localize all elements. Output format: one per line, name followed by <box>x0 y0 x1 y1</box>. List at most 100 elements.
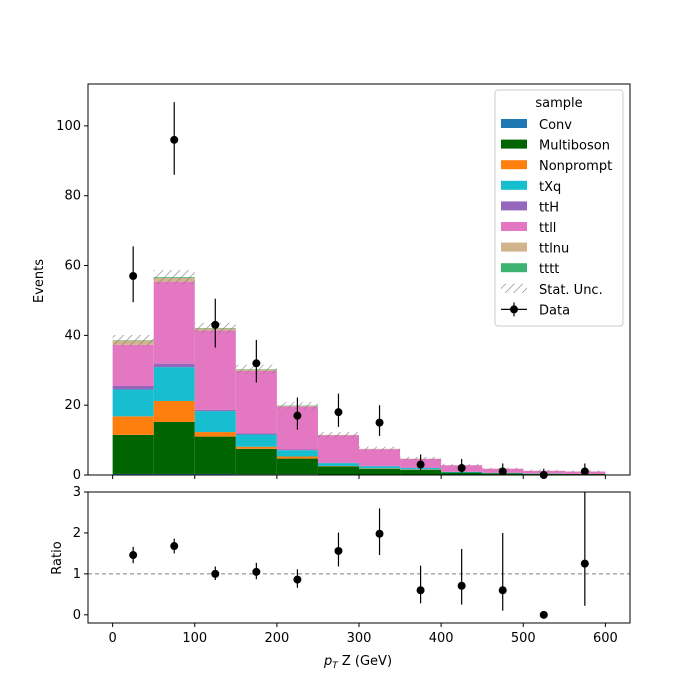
data-point <box>129 272 138 281</box>
x-axis-label-main: p <box>323 654 332 669</box>
bar-segment <box>317 435 359 463</box>
bar-segment <box>194 409 236 412</box>
legend-label: Multiboson <box>539 139 610 154</box>
bar-segment <box>359 466 401 469</box>
bar-segment <box>317 466 359 475</box>
stat-unc-segment <box>317 432 359 438</box>
bar-segment <box>194 436 236 474</box>
ratio-y-tick-label: 2 <box>73 526 81 541</box>
ratio-plot-frame <box>87 491 631 624</box>
data-series <box>129 102 589 479</box>
y-tick-label: 0 <box>73 468 81 483</box>
x-tick-label: 200 <box>264 631 289 646</box>
stat-unc-segment <box>112 335 154 346</box>
ratio-y-axis-label: Ratio <box>50 541 65 574</box>
legend-swatch <box>501 119 527 128</box>
legend-title: sample <box>535 96 582 111</box>
legend-swatch <box>501 180 527 190</box>
data-point <box>293 411 302 420</box>
bar-segment <box>153 281 195 364</box>
legend-label: tXq <box>539 180 561 195</box>
series-multiboson <box>112 421 606 475</box>
bar-segment <box>153 400 195 422</box>
ratio-point <box>129 551 138 560</box>
ratio-point <box>252 567 261 576</box>
bar-segment <box>194 473 236 475</box>
bar-segment <box>400 469 442 475</box>
y-tick-label: 80 <box>64 189 81 204</box>
legend-label: Data <box>539 303 570 318</box>
main-panel: 0 20 40 60 80 100 <box>56 83 631 483</box>
y-tick-label: 20 <box>64 398 81 413</box>
x-tick-label: 500 <box>511 631 536 646</box>
legend: sample Conv Multiboson Nonprompt tXq ttH ttll t… <box>494 89 624 327</box>
ratio-point <box>498 586 507 595</box>
stat-unc-segment <box>359 446 401 451</box>
bar-segment <box>112 385 154 390</box>
ratio-point <box>580 559 589 568</box>
bar-segment <box>112 434 154 474</box>
ratio-y-tick-label: 1 <box>73 567 81 582</box>
data-point <box>375 418 384 427</box>
legend-swatch <box>501 222 527 231</box>
series-ttll <box>112 281 606 474</box>
legend-swatch-marker <box>510 305 518 314</box>
bar-segment <box>359 468 401 475</box>
data-point <box>334 408 343 417</box>
legend-swatch <box>501 242 527 252</box>
bar-segment <box>112 344 154 386</box>
x-tick-label: 600 <box>593 631 618 646</box>
bar-segment <box>235 434 277 447</box>
legend-label: Stat. Unc. <box>539 283 603 298</box>
bar-segment <box>112 389 154 417</box>
ratio-point <box>170 542 179 551</box>
ratio-points <box>129 492 589 619</box>
x-axis-label-subscript: T <box>332 661 339 671</box>
data-point <box>580 467 589 476</box>
ratio-point <box>211 569 220 578</box>
bar-segment <box>359 449 401 466</box>
x-tick-label: 300 <box>347 631 372 646</box>
ratio-point <box>457 581 466 590</box>
data-point <box>170 135 179 144</box>
series-txq <box>112 367 565 474</box>
legend-swatch <box>501 283 527 293</box>
legend-label: Nonprompt <box>539 159 612 174</box>
legend-swatch <box>501 160 527 170</box>
bar-segment <box>276 458 318 475</box>
bar-segment <box>112 416 154 435</box>
y-tick-label: 100 <box>56 119 81 134</box>
bar-segment <box>235 446 277 449</box>
legend-label: ttlnu <box>539 242 569 257</box>
bar-segment <box>153 367 195 401</box>
ratio-point <box>334 546 343 555</box>
ratio-panel: 0 1 2 3 0 100 200 300 400 500 600 <box>73 485 631 646</box>
bar-segment <box>194 411 236 433</box>
bar-segment <box>441 472 483 475</box>
bar-segment <box>153 473 195 475</box>
bar-segment <box>153 421 195 474</box>
bar-segment <box>235 448 277 475</box>
bar-segment <box>317 463 359 466</box>
bar-segment <box>153 363 195 368</box>
data-point <box>416 460 425 469</box>
data-point <box>252 359 261 368</box>
ratio-point <box>539 610 548 619</box>
bar-segment <box>276 450 318 457</box>
legend-swatch <box>501 263 527 273</box>
ratio-y-tick-label: 0 <box>73 608 81 623</box>
bar-segment <box>112 473 154 475</box>
bar-segment <box>276 456 318 459</box>
bar-segment <box>235 433 277 435</box>
y-tick-label: 40 <box>64 328 81 343</box>
legend-label: Conv <box>539 118 572 133</box>
stat-unc-segment <box>153 270 195 285</box>
ratio-point <box>375 529 384 538</box>
x-axis-label: pT Z (GeV) <box>323 654 392 671</box>
data-point <box>457 464 466 473</box>
y-axis-label: Events <box>32 259 47 303</box>
data-point <box>211 320 220 329</box>
data-point <box>498 467 507 476</box>
series-nonprompt <box>112 400 442 470</box>
